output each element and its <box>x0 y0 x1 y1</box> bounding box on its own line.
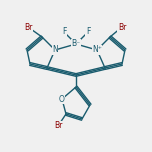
Text: O: O <box>59 95 65 104</box>
Text: B⁻: B⁻ <box>71 40 81 48</box>
Text: N⁺: N⁺ <box>92 45 102 55</box>
Text: Br: Br <box>24 22 32 31</box>
Text: F: F <box>62 28 66 36</box>
Text: Br: Br <box>54 121 62 131</box>
Text: Br: Br <box>118 22 126 31</box>
Text: F: F <box>86 28 90 36</box>
Text: N: N <box>52 45 58 55</box>
